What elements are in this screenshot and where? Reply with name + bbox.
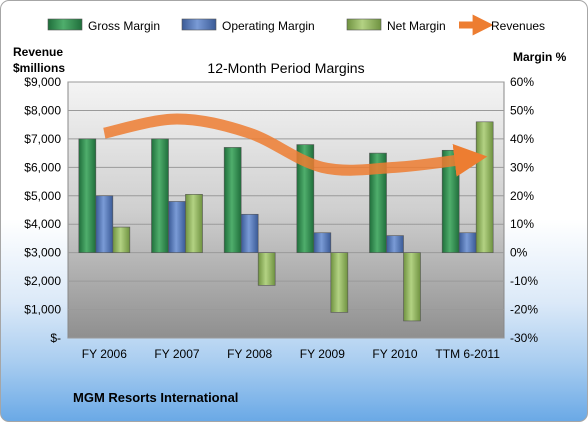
right-tick-label: -20% [510, 303, 538, 317]
legend-label: Net Margin [387, 19, 446, 33]
right-tick-label: -30% [510, 331, 538, 345]
x-tick-label: TTM 6-2011 [435, 347, 500, 361]
right-tick-label: 30% [510, 160, 534, 174]
legend-swatch-net-margin [346, 18, 382, 31]
bar-gross-margin [223, 147, 242, 253]
right-tick-label: 0% [510, 246, 528, 260]
right-axis-title: Margin % [513, 50, 567, 64]
bar-gross-margin [78, 138, 97, 253]
left-tick-label: $9,000 [24, 75, 61, 89]
x-tick-label: FY 2010 [372, 347, 417, 361]
left-tick-label: $7,000 [24, 132, 61, 146]
left-axis-title: $millions [13, 61, 65, 75]
x-tick-label: FY 2006 [82, 347, 127, 361]
bar-operating-margin [95, 195, 114, 253]
bar-operating-margin [313, 232, 332, 253]
x-tick-label: FY 2009 [300, 347, 345, 361]
left-tick-label: $- [50, 331, 61, 345]
x-tick-label: FY 2008 [227, 347, 272, 361]
revenues-line [103, 113, 488, 177]
bar-operating-margin [458, 232, 477, 253]
right-tick-label: 60% [510, 75, 534, 89]
bar-gross-margin [296, 144, 315, 253]
right-tick-label: 10% [510, 217, 534, 231]
bar-gross-margin [369, 152, 387, 253]
company-name: MGM Resorts International [73, 390, 238, 405]
left-tick-label: $4,000 [24, 217, 61, 231]
legend-label: Gross Margin [88, 19, 160, 33]
legend-swatch-operating-margin [181, 18, 217, 31]
left-tick-label: $8,000 [24, 103, 61, 117]
bar-net-margin [403, 252, 421, 322]
bar-net-margin [330, 252, 349, 313]
bar-operating-margin [386, 235, 404, 253]
left-tick-label: $6,000 [24, 160, 61, 174]
right-tick-label: 50% [510, 103, 534, 117]
chart-title: 12-Month Period Margins [207, 60, 364, 76]
right-tick-label: 20% [510, 189, 534, 203]
bar-net-margin [112, 226, 131, 253]
bar-net-margin [475, 121, 494, 253]
left-axis-title: Revenue [13, 45, 63, 59]
bar-gross-margin [151, 138, 169, 253]
bar-net-margin [257, 252, 276, 286]
legend-label: Operating Margin [222, 19, 315, 33]
left-tick-label: $2,000 [24, 274, 61, 288]
left-tick-label: $3,000 [24, 246, 61, 260]
bar-operating-margin [168, 201, 186, 253]
left-tick-label: $5,000 [24, 189, 61, 203]
right-tick-label: 40% [510, 132, 534, 146]
bar-net-margin [185, 194, 203, 253]
right-tick-label: -10% [510, 274, 538, 288]
legend-swatch-gross-margin [47, 18, 83, 31]
bar-operating-margin [240, 213, 259, 253]
legend-label: Revenues [491, 19, 545, 33]
x-tick-label: FY 2007 [154, 347, 199, 361]
left-tick-label: $1,000 [24, 303, 61, 317]
